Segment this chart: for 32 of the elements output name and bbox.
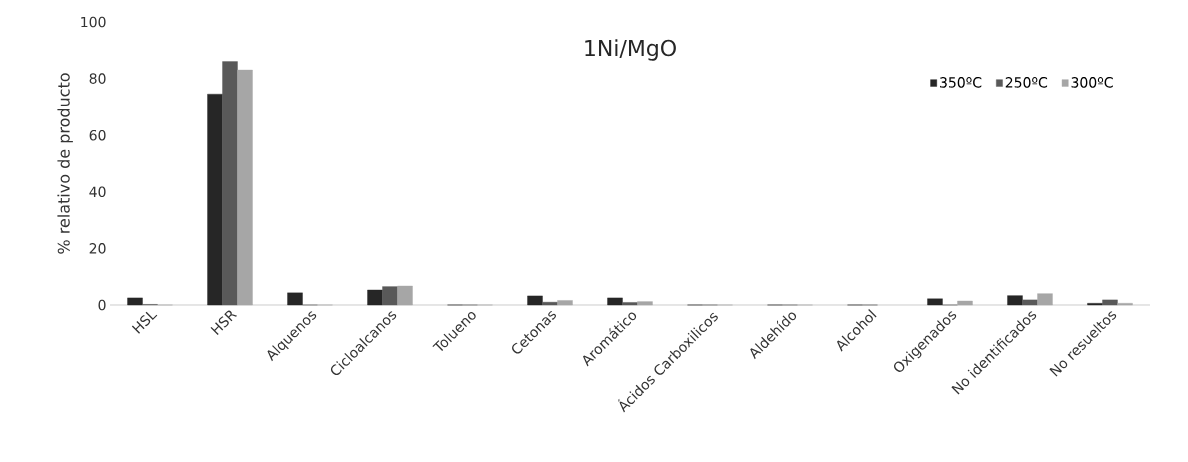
text: 1Ni/MgO xyxy=(585,39,676,61)
bar xyxy=(127,297,143,306)
bar xyxy=(527,295,543,306)
bar xyxy=(1102,299,1118,306)
bar xyxy=(1007,295,1023,306)
legend-label: 300ºC xyxy=(1071,77,1113,88)
y-tick-label: 20 xyxy=(89,243,106,254)
bar xyxy=(542,301,558,306)
y-tick-label: 100 xyxy=(81,16,106,28)
legend-label: 350ºC xyxy=(940,77,982,88)
y-tick-label: 80 xyxy=(89,73,106,84)
bar xyxy=(927,298,943,306)
bar xyxy=(557,300,573,306)
y-tick-label: 60 xyxy=(89,129,106,141)
bar xyxy=(287,292,303,306)
legend-label: 250ºC xyxy=(1005,77,1048,88)
bar xyxy=(382,286,398,306)
x-tick-label: HSL xyxy=(131,311,158,334)
bar xyxy=(637,301,653,306)
bar xyxy=(237,69,253,306)
bar xyxy=(622,302,638,306)
bar xyxy=(1022,299,1038,306)
bar xyxy=(957,300,973,306)
bar xyxy=(207,93,223,306)
bar xyxy=(607,297,623,306)
y-tick-label: 40 xyxy=(89,186,106,198)
y-axis-title: % relativo de producto xyxy=(57,73,73,254)
bar xyxy=(222,61,238,306)
bar xyxy=(367,289,383,306)
y-tick-label: 0 xyxy=(98,299,106,311)
bar xyxy=(397,285,413,306)
bar xyxy=(1037,293,1053,306)
